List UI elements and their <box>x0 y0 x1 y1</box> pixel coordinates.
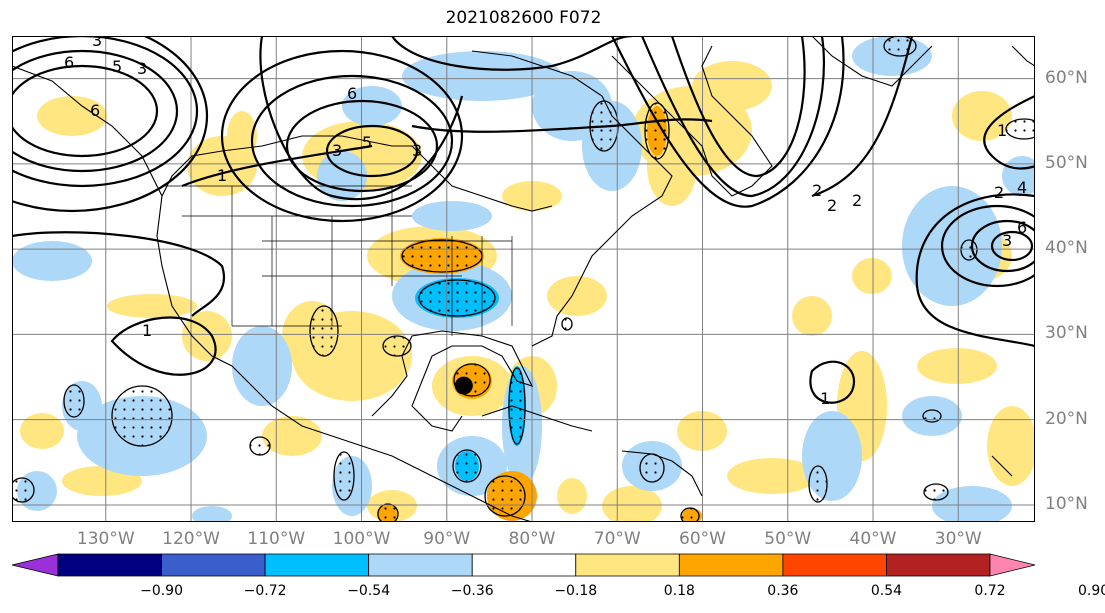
contour-lines <box>12 36 1035 404</box>
colorbar <box>11 553 1036 577</box>
colorbar-tick-label: 0.54 <box>870 583 903 599</box>
colorbar-tick-label: 0.36 <box>767 583 799 599</box>
longitude-label: 130°W <box>76 529 135 549</box>
contour-label: 2 <box>812 181 822 200</box>
map-frame <box>12 36 1035 522</box>
colorbar-segment <box>575 553 680 577</box>
colorbar-tick-label: 0.90 <box>1077 583 1105 599</box>
colorbar-tick-label: −0.36 <box>450 583 494 599</box>
storm-center-marker <box>454 376 473 395</box>
contour-label: 2 <box>994 183 1004 202</box>
longitude-label: 90°W <box>423 529 471 549</box>
colorbar-extend-low <box>11 553 59 577</box>
contour-label: 1 <box>820 389 830 408</box>
colorbar-segment <box>782 553 887 577</box>
colorbar-tick-label: 0.72 <box>974 583 1006 599</box>
contour-label: 1 <box>142 321 152 340</box>
colorbar-segment <box>57 553 162 577</box>
contour-label: 3 <box>92 36 102 50</box>
longitude-label: 40°W <box>849 529 897 549</box>
contour-label: 2 <box>852 191 862 210</box>
colorbar-tick-label: 0.18 <box>663 583 695 599</box>
contour-label: 6 <box>64 53 74 72</box>
map-title: 2021082600 F072 <box>445 8 602 28</box>
contour-label: 4 <box>1017 178 1027 197</box>
contour-label: 3 <box>1002 231 1012 250</box>
colorbar-tick-label: −0.72 <box>243 583 287 599</box>
contour-label: 5 <box>112 57 122 76</box>
colorbar-tick-label: −0.90 <box>140 583 183 599</box>
colorbar-segment <box>678 553 784 577</box>
contour-label: 3 <box>412 141 422 160</box>
latitude-label: 10°N <box>1045 493 1088 514</box>
state-borders <box>162 185 513 336</box>
contour-label: 6 <box>90 101 100 120</box>
colorbar-extend-high <box>989 553 1036 577</box>
longitude-label: 60°W <box>679 529 726 549</box>
longitude-label: 120°W <box>162 529 220 549</box>
longitude-label: 80°W <box>508 529 556 549</box>
latitude-label: 50°N <box>1045 152 1088 173</box>
contour-label: 3 <box>332 141 342 160</box>
latitude-label: 40°N <box>1045 238 1088 259</box>
colorbar-segment <box>368 553 473 577</box>
contour-label: 6 <box>1017 218 1027 237</box>
colorbar-segment <box>886 553 991 577</box>
longitude-label: 100°W <box>332 529 391 549</box>
contour-label: 2 <box>827 196 837 215</box>
latitude-label: 30°N <box>1045 323 1088 344</box>
colorbar-segment <box>471 553 577 577</box>
contour-label: 5 <box>362 133 372 152</box>
longitude-label: 110°W <box>247 529 306 549</box>
colorbar-tick-label: −0.18 <box>554 583 598 599</box>
contour-label: 1 <box>217 166 227 185</box>
longitude-label: 50°W <box>764 529 812 549</box>
coastlines <box>12 36 1035 522</box>
contour-label: 3 <box>137 59 147 78</box>
colorbar-segment <box>161 553 266 577</box>
graticule <box>12 36 1035 522</box>
latitude-label: 20°N <box>1045 408 1088 429</box>
contour-label: 1 <box>997 121 1007 140</box>
colorbar-tick-label: −0.54 <box>347 583 391 599</box>
colorbar-segment <box>264 553 370 577</box>
contour-label: 6 <box>347 84 357 103</box>
latitude-label: 60°N <box>1045 67 1088 88</box>
longitude-label: 30°W <box>934 529 982 549</box>
longitude-label: 70°W <box>593 529 641 549</box>
